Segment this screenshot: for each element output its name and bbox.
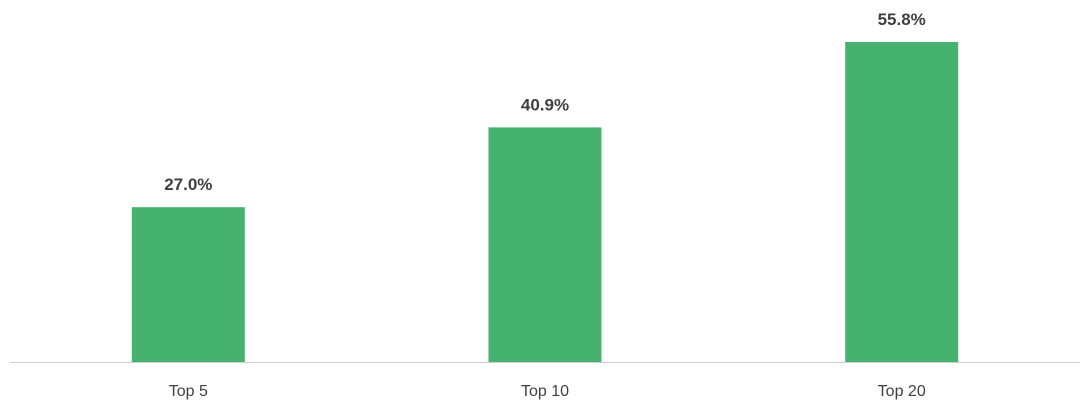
data-label-top-10: 40.9% — [521, 95, 569, 114]
x-tick-label-top-5: Top 5 — [169, 383, 208, 400]
x-tick-labels-layer: Top 5 Top 10 Top 20 — [169, 383, 926, 400]
data-label-top-5: 27.0% — [164, 175, 212, 194]
bar-top-5 — [131, 207, 245, 362]
bars-layer — [131, 42, 959, 363]
x-tick-label-top-20: Top 20 — [878, 383, 926, 400]
bar-top-10 — [488, 127, 602, 363]
data-labels-layer: 27.0% 40.9% 55.8% — [164, 10, 926, 194]
data-label-top-20: 55.8% — [878, 10, 926, 29]
x-tick-label-top-10: Top 10 — [521, 383, 569, 400]
bar-top-20 — [845, 42, 959, 362]
